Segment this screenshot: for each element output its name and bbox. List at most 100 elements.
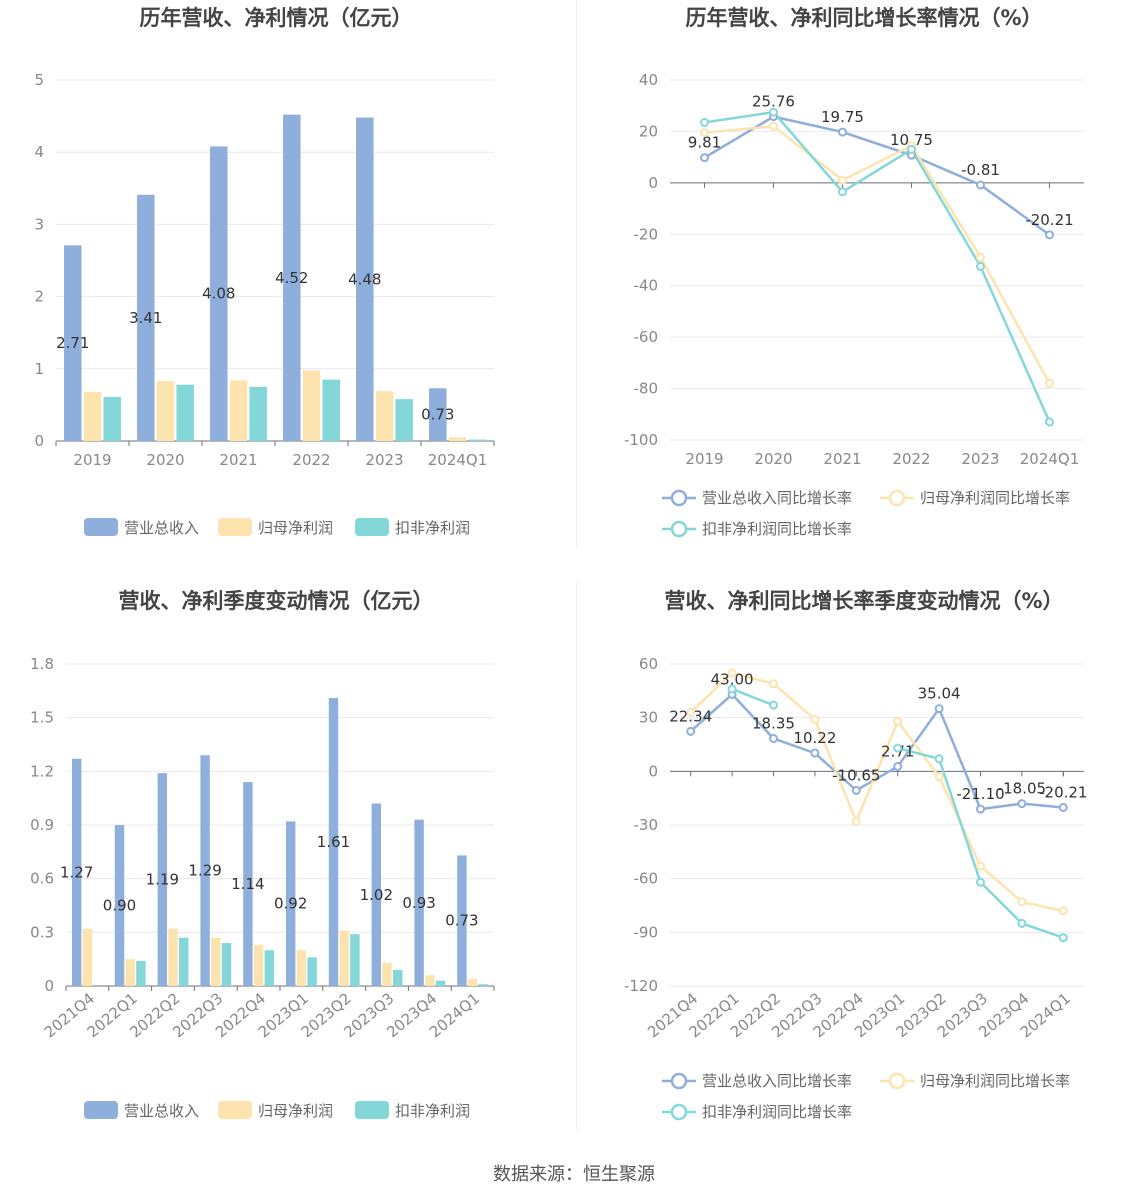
bar-deducted-profit	[322, 379, 340, 441]
legend-label: 营业总收入同比增长率	[702, 1072, 852, 1090]
series-point	[700, 153, 709, 163]
y-tick-label: 0.9	[30, 816, 54, 834]
bar-revenue	[328, 697, 339, 986]
panel-divider-top	[576, 0, 577, 548]
point-data-label: -20.21	[1039, 783, 1087, 801]
point-data-label: 19.75	[821, 108, 864, 126]
bar-net-profit	[302, 370, 321, 441]
legend-label: 归母净利润同比增长率	[920, 1072, 1070, 1090]
series-point	[851, 816, 861, 826]
legend-swatch	[355, 1101, 389, 1119]
series-point	[727, 684, 737, 694]
bar-data-label: 0.92	[274, 895, 307, 913]
bar-deducted-profit	[395, 399, 413, 441]
chart-svg-3: 营收、净利同比增长率季度变动情况（%）-120-90-60-3003060202…	[624, 589, 1088, 1121]
y-tick-label: 0	[648, 762, 658, 780]
bar-net-profit	[382, 962, 392, 986]
x-tick-label: 2020	[754, 450, 792, 468]
series-point	[686, 707, 696, 717]
bar-deducted-profit	[249, 386, 267, 441]
y-tick-label: -30	[634, 816, 659, 834]
legend-label: 扣非净利润	[395, 1102, 470, 1120]
bar-deducted-profit	[176, 384, 194, 441]
y-tick-label: 0.3	[30, 923, 54, 941]
panel-divider-bottom	[576, 582, 577, 1130]
y-tick-label: 20	[639, 122, 658, 140]
bar-deducted-profit	[136, 960, 146, 986]
bar-net-profit	[467, 978, 478, 986]
legend-marker	[670, 489, 688, 507]
point-data-label: -10.65	[832, 766, 880, 784]
bar-data-label: 1.19	[146, 871, 179, 889]
y-tick-label: 40	[639, 71, 658, 89]
y-tick-label: 1.2	[30, 762, 54, 780]
bar-data-label: 3.41	[129, 309, 162, 327]
bar-net-profit	[253, 944, 264, 986]
bar-deducted-profit	[264, 950, 275, 986]
chart-svg-1: 历年营收、净利同比增长率情况（%） -100 -80 -60 -40 -20 0 20 40 20…	[624, 6, 1084, 538]
bar-revenue	[371, 803, 382, 986]
bar-deducted-profit	[478, 984, 489, 986]
bar-revenue	[414, 819, 424, 986]
series-point	[893, 716, 903, 726]
bar-revenue	[243, 782, 253, 986]
bar-data-label: 0.90	[103, 897, 136, 915]
y-tick-label: -80	[634, 380, 659, 398]
legend-marker	[670, 1103, 688, 1121]
series-point	[838, 187, 847, 197]
bar-deducted-profit	[221, 943, 232, 986]
series-point	[727, 668, 737, 678]
point-data-label: 10.75	[890, 131, 933, 149]
series-line-0	[689, 692, 1064, 811]
point-data-label: -18.05	[998, 780, 1046, 798]
bar-revenue	[71, 758, 82, 986]
bar-net-profit	[82, 928, 93, 986]
point-data-label: -0.81	[961, 161, 1000, 179]
x-tick-label: 2023	[961, 450, 999, 468]
bar-deducted-profit	[392, 969, 403, 986]
bar-deducted-profit	[178, 937, 189, 986]
bar-deducted-profit	[350, 934, 360, 986]
series-point	[976, 861, 985, 871]
series-point	[1045, 230, 1054, 240]
y-tick-label: -60	[634, 870, 659, 888]
series-point	[893, 761, 903, 771]
y-tick-label: 1.8	[30, 655, 54, 673]
series-point	[838, 127, 847, 137]
x-tick-label: 2019	[73, 451, 111, 469]
legend-label: 归母净利润	[258, 519, 333, 537]
bar-revenue	[210, 146, 228, 441]
legend-label: 扣非净利润同比增长率	[702, 1103, 852, 1121]
bar-net-profit	[448, 437, 467, 441]
series-point	[907, 144, 916, 154]
y-tick-label: -90	[634, 923, 659, 941]
bar-deducted-profit	[307, 957, 317, 986]
bar-net-profit	[83, 391, 102, 441]
series-point	[893, 743, 903, 753]
series-point	[851, 785, 861, 795]
legend-swatch	[84, 518, 118, 536]
legend-label: 营业总收入	[124, 519, 199, 537]
series-line-0	[703, 115, 1051, 236]
chart-title: 历年营收、净利情况（亿元）	[140, 6, 413, 30]
series-point	[1058, 802, 1068, 812]
bar-net-profit	[375, 391, 394, 441]
series-point	[976, 252, 985, 262]
bar-net-profit	[229, 380, 248, 441]
bar-net-profit	[425, 975, 435, 986]
y-tick-label: 60	[639, 655, 658, 673]
bar-net-profit	[156, 381, 175, 441]
y-tick-label: 4	[34, 143, 44, 161]
series-point	[810, 714, 820, 724]
point-data-label: 35.04	[918, 685, 961, 703]
point-data-label: 9.81	[688, 134, 721, 152]
legend-label: 营业总收入同比增长率	[702, 489, 852, 507]
bar-revenue	[457, 855, 467, 986]
x-tick-label: 2023	[365, 451, 403, 469]
series-point	[769, 679, 778, 689]
bar-revenue	[64, 245, 82, 441]
bar-net-profit	[168, 928, 178, 986]
series-point	[976, 261, 985, 271]
bar-data-label: 1.02	[360, 886, 393, 904]
y-tick-label: 3	[34, 215, 44, 233]
